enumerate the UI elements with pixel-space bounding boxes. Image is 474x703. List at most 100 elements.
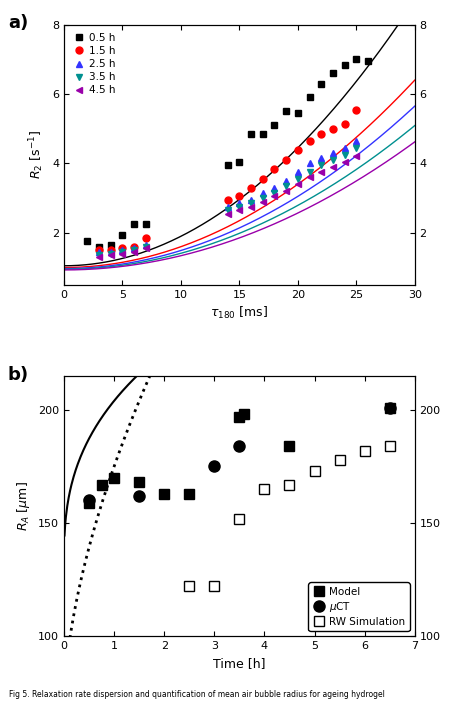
- 4.5 h: [342, 157, 347, 166]
- Model: [186, 489, 192, 498]
- 4.5 h: [119, 250, 125, 258]
- 0.5 h: [237, 157, 242, 166]
- 3.5 h: [342, 150, 347, 159]
- 1.5 h: [237, 192, 242, 200]
- 1.5 h: [108, 246, 114, 254]
- RW Simulation: [362, 446, 367, 455]
- 3.5 h: [143, 243, 149, 251]
- 0.5 h: [272, 121, 277, 129]
- 0.5 h: [248, 129, 254, 138]
- Text: b): b): [8, 366, 29, 384]
- 3.5 h: [283, 182, 289, 191]
- 0.5 h: [307, 93, 312, 102]
- 4.5 h: [237, 206, 242, 214]
- RW Simulation: [387, 442, 392, 451]
- 3.5 h: [260, 194, 265, 202]
- 3.5 h: [225, 206, 230, 214]
- Model: [287, 442, 292, 451]
- 4.5 h: [96, 253, 102, 262]
- 2.5 h: [131, 244, 137, 252]
- 4.5 h: [225, 209, 230, 218]
- 3.5 h: [354, 143, 359, 152]
- 4.5 h: [248, 202, 254, 211]
- Line: Model: Model: [84, 403, 394, 508]
- 2.5 h: [307, 159, 312, 167]
- 3.5 h: [330, 156, 336, 165]
- 1.5 h: [354, 105, 359, 114]
- 1.5 h: [119, 244, 125, 252]
- 2.5 h: [342, 143, 347, 152]
- 3.5 h: [272, 188, 277, 197]
- $\mu$CT: [211, 463, 217, 471]
- 2.5 h: [237, 199, 242, 207]
- 1.5 h: [96, 246, 102, 254]
- 2.5 h: [319, 154, 324, 162]
- 4.5 h: [131, 247, 137, 256]
- 4.5 h: [272, 192, 277, 200]
- 1.5 h: [330, 124, 336, 133]
- 3.5 h: [119, 247, 125, 256]
- Text: a): a): [8, 14, 28, 32]
- 1.5 h: [272, 165, 277, 173]
- Line: 0.5 h: 0.5 h: [84, 56, 372, 250]
- X-axis label: Time [h]: Time [h]: [213, 657, 265, 670]
- 0.5 h: [225, 161, 230, 169]
- 1.5 h: [143, 234, 149, 243]
- 4.5 h: [283, 187, 289, 195]
- 2.5 h: [354, 136, 359, 145]
- 2.5 h: [119, 246, 125, 254]
- X-axis label: $\tau_{180}$ [ms]: $\tau_{180}$ [ms]: [210, 305, 268, 321]
- 4.5 h: [319, 168, 324, 176]
- 0.5 h: [108, 240, 114, 249]
- Model: [137, 478, 142, 486]
- Line: 1.5 h: 1.5 h: [96, 106, 360, 254]
- 4.5 h: [307, 173, 312, 181]
- Model: [387, 404, 392, 412]
- $\mu$CT: [237, 442, 242, 451]
- RW Simulation: [211, 582, 217, 591]
- 1.5 h: [131, 243, 137, 251]
- 4.5 h: [143, 244, 149, 252]
- $\mu$CT: [137, 491, 142, 500]
- 0.5 h: [319, 79, 324, 88]
- 3.5 h: [237, 202, 242, 211]
- RW Simulation: [262, 485, 267, 494]
- 0.5 h: [330, 69, 336, 77]
- $\mu$CT: [387, 404, 392, 412]
- Legend: Model, $\mu$CT, RW Simulation: Model, $\mu$CT, RW Simulation: [309, 582, 410, 631]
- Model: [111, 474, 117, 482]
- Y-axis label: $R_2$ [s$^{-1}$]: $R_2$ [s$^{-1}$]: [28, 130, 46, 179]
- 3.5 h: [319, 161, 324, 169]
- Model: [99, 480, 104, 489]
- 3.5 h: [131, 246, 137, 254]
- 2.5 h: [295, 168, 301, 176]
- $\mu$CT: [86, 496, 92, 505]
- 1.5 h: [342, 120, 347, 128]
- 0.5 h: [84, 238, 90, 246]
- 2.5 h: [225, 202, 230, 211]
- 0.5 h: [295, 109, 301, 117]
- 3.5 h: [96, 251, 102, 259]
- 4.5 h: [330, 162, 336, 171]
- Model: [86, 498, 92, 507]
- 2.5 h: [108, 247, 114, 256]
- 2.5 h: [260, 188, 265, 197]
- 3.5 h: [295, 175, 301, 183]
- 1.5 h: [283, 156, 289, 165]
- 0.5 h: [260, 129, 265, 138]
- Legend: 0.5 h, 1.5 h, 2.5 h, 3.5 h, 4.5 h: 0.5 h, 1.5 h, 2.5 h, 3.5 h, 4.5 h: [69, 30, 118, 98]
- 0.5 h: [283, 107, 289, 115]
- Line: $\mu$CT: $\mu$CT: [83, 402, 395, 506]
- Line: 2.5 h: 2.5 h: [96, 137, 360, 255]
- 1.5 h: [295, 146, 301, 154]
- 4.5 h: [260, 198, 265, 206]
- 0.5 h: [131, 220, 137, 228]
- 2.5 h: [143, 240, 149, 249]
- 0.5 h: [143, 220, 149, 228]
- RW Simulation: [186, 582, 192, 591]
- 1.5 h: [248, 183, 254, 192]
- RW Simulation: [312, 467, 318, 475]
- 2.5 h: [330, 149, 336, 157]
- 1.5 h: [307, 136, 312, 145]
- Y-axis label: $R_A$ [$\mu$m]: $R_A$ [$\mu$m]: [16, 481, 32, 531]
